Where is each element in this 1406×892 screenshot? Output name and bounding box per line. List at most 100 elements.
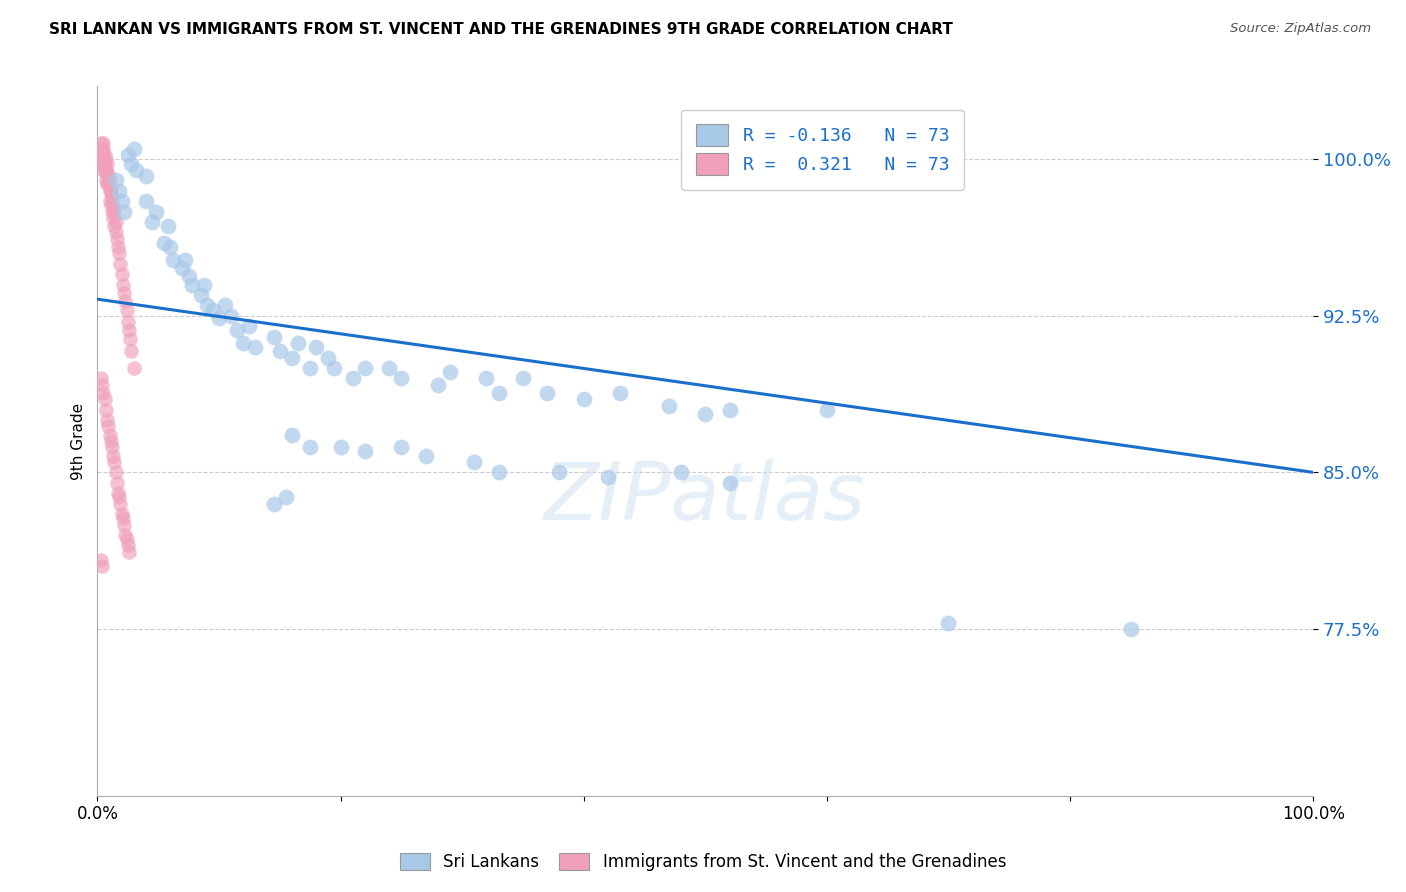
Point xyxy=(93,386,115,401)
Point xyxy=(118,544,141,558)
Point xyxy=(342,371,364,385)
Point xyxy=(110,257,132,271)
Point xyxy=(695,407,717,421)
Point xyxy=(100,434,122,448)
Point xyxy=(108,246,131,260)
Point xyxy=(153,235,176,250)
Point xyxy=(125,162,148,177)
Point xyxy=(104,466,127,480)
Point xyxy=(111,277,134,292)
Point xyxy=(219,309,242,323)
Point xyxy=(98,194,121,208)
Point xyxy=(100,198,122,212)
Point xyxy=(110,497,132,511)
Point xyxy=(609,386,631,401)
Point xyxy=(463,455,485,469)
Point xyxy=(93,392,115,407)
Point xyxy=(389,371,412,385)
Point xyxy=(114,294,136,309)
Point xyxy=(93,153,115,167)
Point xyxy=(117,315,139,329)
Point xyxy=(101,440,124,454)
Point xyxy=(269,344,291,359)
Point xyxy=(112,204,135,219)
Point xyxy=(174,252,197,267)
Point xyxy=(426,377,449,392)
Point xyxy=(105,475,128,490)
Point xyxy=(98,173,121,187)
Point xyxy=(281,427,304,442)
Point xyxy=(281,351,304,365)
Point xyxy=(101,204,124,219)
Point xyxy=(93,142,115,156)
Point xyxy=(299,361,322,376)
Point xyxy=(669,466,692,480)
Point xyxy=(201,302,224,317)
Point xyxy=(115,302,138,317)
Point xyxy=(122,361,145,376)
Point xyxy=(305,340,328,354)
Point xyxy=(439,365,461,379)
Point xyxy=(141,215,163,229)
Point xyxy=(658,399,681,413)
Point xyxy=(112,285,135,300)
Point xyxy=(263,330,285,344)
Point xyxy=(488,466,510,480)
Point xyxy=(145,204,167,219)
Point xyxy=(103,455,125,469)
Point xyxy=(415,449,437,463)
Point xyxy=(111,507,134,521)
Point xyxy=(512,371,534,385)
Legend: R = -0.136   N = 73, R =  0.321   N = 73: R = -0.136 N = 73, R = 0.321 N = 73 xyxy=(682,110,963,190)
Point xyxy=(172,260,194,275)
Point xyxy=(208,310,231,325)
Point xyxy=(112,517,135,532)
Point xyxy=(101,449,124,463)
Point xyxy=(94,402,117,417)
Point xyxy=(91,377,114,392)
Point xyxy=(135,169,157,183)
Point xyxy=(718,475,741,490)
Point xyxy=(156,219,179,234)
Point xyxy=(115,532,138,546)
Point xyxy=(378,361,401,376)
Point xyxy=(94,162,117,177)
Legend: Sri Lankans, Immigrants from St. Vincent and the Grenadines: Sri Lankans, Immigrants from St. Vincent… xyxy=(392,845,1014,880)
Point xyxy=(117,538,139,552)
Point xyxy=(104,215,127,229)
Point xyxy=(135,194,157,208)
Point xyxy=(93,156,115,170)
Point xyxy=(274,491,297,505)
Point xyxy=(287,336,309,351)
Point xyxy=(96,167,118,181)
Point xyxy=(101,198,124,212)
Point xyxy=(1119,622,1142,636)
Point xyxy=(122,142,145,156)
Point xyxy=(93,136,115,150)
Point xyxy=(101,211,124,225)
Y-axis label: 9th Grade: 9th Grade xyxy=(72,402,86,480)
Point xyxy=(90,136,112,150)
Point xyxy=(193,277,215,292)
Point xyxy=(90,553,112,567)
Point xyxy=(475,371,498,385)
Point xyxy=(111,267,134,281)
Point xyxy=(93,162,115,177)
Point xyxy=(107,486,129,500)
Point xyxy=(117,148,139,162)
Point xyxy=(97,178,120,192)
Point xyxy=(114,528,136,542)
Point xyxy=(93,162,115,177)
Point xyxy=(111,194,134,208)
Point xyxy=(96,156,118,170)
Point xyxy=(323,361,346,376)
Point xyxy=(93,148,115,162)
Point xyxy=(98,427,121,442)
Text: ZIPatlas: ZIPatlas xyxy=(544,458,866,537)
Point xyxy=(181,277,204,292)
Point xyxy=(100,184,122,198)
Text: SRI LANKAN VS IMMIGRANTS FROM ST. VINCENT AND THE GRENADINES 9TH GRADE CORRELATI: SRI LANKAN VS IMMIGRANTS FROM ST. VINCEN… xyxy=(49,22,953,37)
Point xyxy=(548,466,571,480)
Point xyxy=(111,511,134,525)
Point xyxy=(353,444,375,458)
